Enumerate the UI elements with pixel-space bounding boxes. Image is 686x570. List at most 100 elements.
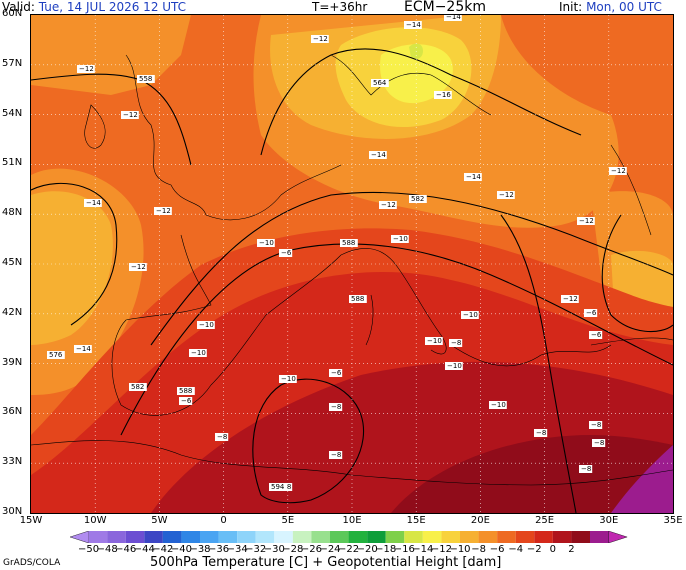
lon-label: 15W	[19, 515, 43, 526]
contour-label-bg	[121, 111, 139, 119]
colorbar-label: −36	[208, 544, 230, 555]
contour-label: −10	[279, 375, 297, 383]
lat-label: 36N	[2, 406, 23, 418]
contour-label-bg	[129, 383, 147, 391]
contour-trough	[500, 214, 577, 513]
contour-label: −14	[74, 345, 92, 353]
contour-label-bg	[589, 331, 603, 339]
contour-labels: −14 −14 −12 −12 −12 558 564 −16 −12 −14 −14 −12 −14 −…	[47, 15, 627, 491]
colorbar-swatch	[200, 531, 219, 543]
colorbar-swatch	[274, 531, 293, 543]
contour-label-text: −6	[586, 309, 597, 317]
contour-label-bg	[589, 421, 603, 429]
coast-baltic	[330, 54, 492, 116]
contour-label: −12	[311, 35, 329, 43]
colorbar-swatch	[144, 531, 163, 543]
lat-label: 30N	[2, 506, 23, 517]
contour-label-bg	[444, 15, 462, 21]
lon-label: 30E	[599, 515, 619, 526]
contour-label: −8	[592, 439, 606, 447]
colorbar-label: −18	[375, 544, 397, 555]
contour-label: −14	[464, 173, 482, 181]
contour-label: −6	[279, 249, 293, 257]
contour-label-text: −14	[406, 21, 421, 29]
coast-iberia	[111, 234, 267, 416]
contour-label-bg	[329, 451, 343, 459]
contour-label-bg	[391, 235, 409, 243]
contour-label-text: −12	[611, 167, 626, 175]
contour-label-bg	[579, 465, 593, 473]
coast-sardinia	[365, 294, 374, 346]
contour-label-text: −8	[331, 451, 341, 459]
contour-label-bg	[279, 375, 297, 383]
contour-label-bg	[197, 321, 215, 329]
contour-label-text: −6	[331, 369, 342, 377]
contour-label-bg	[179, 397, 193, 405]
colorbar-label: 2	[568, 544, 575, 555]
contour-label: −8	[534, 429, 548, 437]
lon-label: 35E	[663, 515, 683, 526]
colorbar-swatch	[107, 531, 126, 543]
colorbar-label: −20	[356, 544, 378, 555]
contour-label-bg	[461, 311, 479, 319]
contour-label-text: −6	[591, 331, 602, 339]
contour-label: −6	[179, 397, 193, 405]
contour-label: 594	[269, 483, 287, 491]
lat-label: 42N	[2, 306, 23, 318]
contour-label-text: 588	[342, 239, 355, 247]
colorbar-label: −12	[430, 544, 452, 555]
colorbar-swatch	[162, 531, 182, 543]
colorbar-label: −2	[526, 544, 542, 555]
colorbar-label: −24	[319, 544, 341, 555]
contour-label-text: −14	[466, 173, 481, 181]
contour-label-text: −12	[131, 263, 146, 271]
colorbar-swatch	[422, 531, 442, 543]
contour-label-bg	[434, 91, 452, 99]
colorbar-swatch	[237, 531, 256, 543]
valid-value: Tue, 14 JUL 2026 12 UTC	[38, 0, 187, 14]
contour-label: 576	[47, 351, 65, 359]
contour-label-text: 582	[411, 195, 424, 203]
lon-label: 5W	[151, 515, 168, 526]
map-panel: −14 −14 −12 −12 −12 558 564 −16 −12 −14 −14 −12 −14 −…	[30, 14, 674, 514]
colorbar-swatch	[478, 531, 498, 543]
colorbar-label: −22	[338, 544, 360, 555]
contour-label-text: −10	[427, 337, 442, 345]
colorbar-label: −40	[170, 544, 192, 555]
colorbar-label: −32	[245, 544, 267, 555]
init-prefix: Init:	[559, 0, 583, 14]
colorbar-swatch	[404, 531, 423, 543]
contour-label: −12	[129, 263, 147, 271]
contour-label-bg	[269, 483, 287, 491]
colorbar-swatch	[88, 531, 108, 543]
colorbar-label: −10	[449, 544, 471, 555]
contour-label-bg	[534, 429, 548, 437]
contour-label: −10	[257, 239, 275, 247]
colorbar-label: −4	[508, 544, 524, 555]
lat-label: 54N	[2, 107, 23, 119]
contour-label: −10	[197, 321, 215, 329]
map-title: 500hPa Temperature [C] + Geopotential He…	[150, 555, 502, 570]
contour-label-bg	[464, 173, 482, 181]
contour-label: −12	[609, 167, 627, 175]
field-minus6	[391, 435, 673, 513]
contour-label-bg	[74, 345, 92, 353]
contour-label-text: −12	[563, 295, 578, 303]
contour-label: 588	[177, 387, 195, 395]
contour-label-text: −12	[579, 217, 594, 225]
contour-label: 588	[340, 239, 358, 247]
contour-label: −8	[215, 433, 229, 441]
colorbar-label: 0	[549, 544, 557, 555]
lat-label: 45N	[2, 257, 23, 268]
contour-label-bg	[189, 349, 207, 357]
contour-label-text: −8	[591, 421, 601, 429]
contour-label-bg	[154, 207, 172, 215]
contour-label-bg	[561, 295, 579, 303]
height-contours	[31, 48, 673, 513]
contour-label: −12	[497, 191, 515, 199]
colorbar-swatch	[367, 531, 386, 543]
coastlines	[31, 54, 673, 486]
colorbar-swatch	[534, 531, 553, 543]
contour-label: −14	[84, 199, 102, 207]
coast-britain	[125, 54, 207, 216]
